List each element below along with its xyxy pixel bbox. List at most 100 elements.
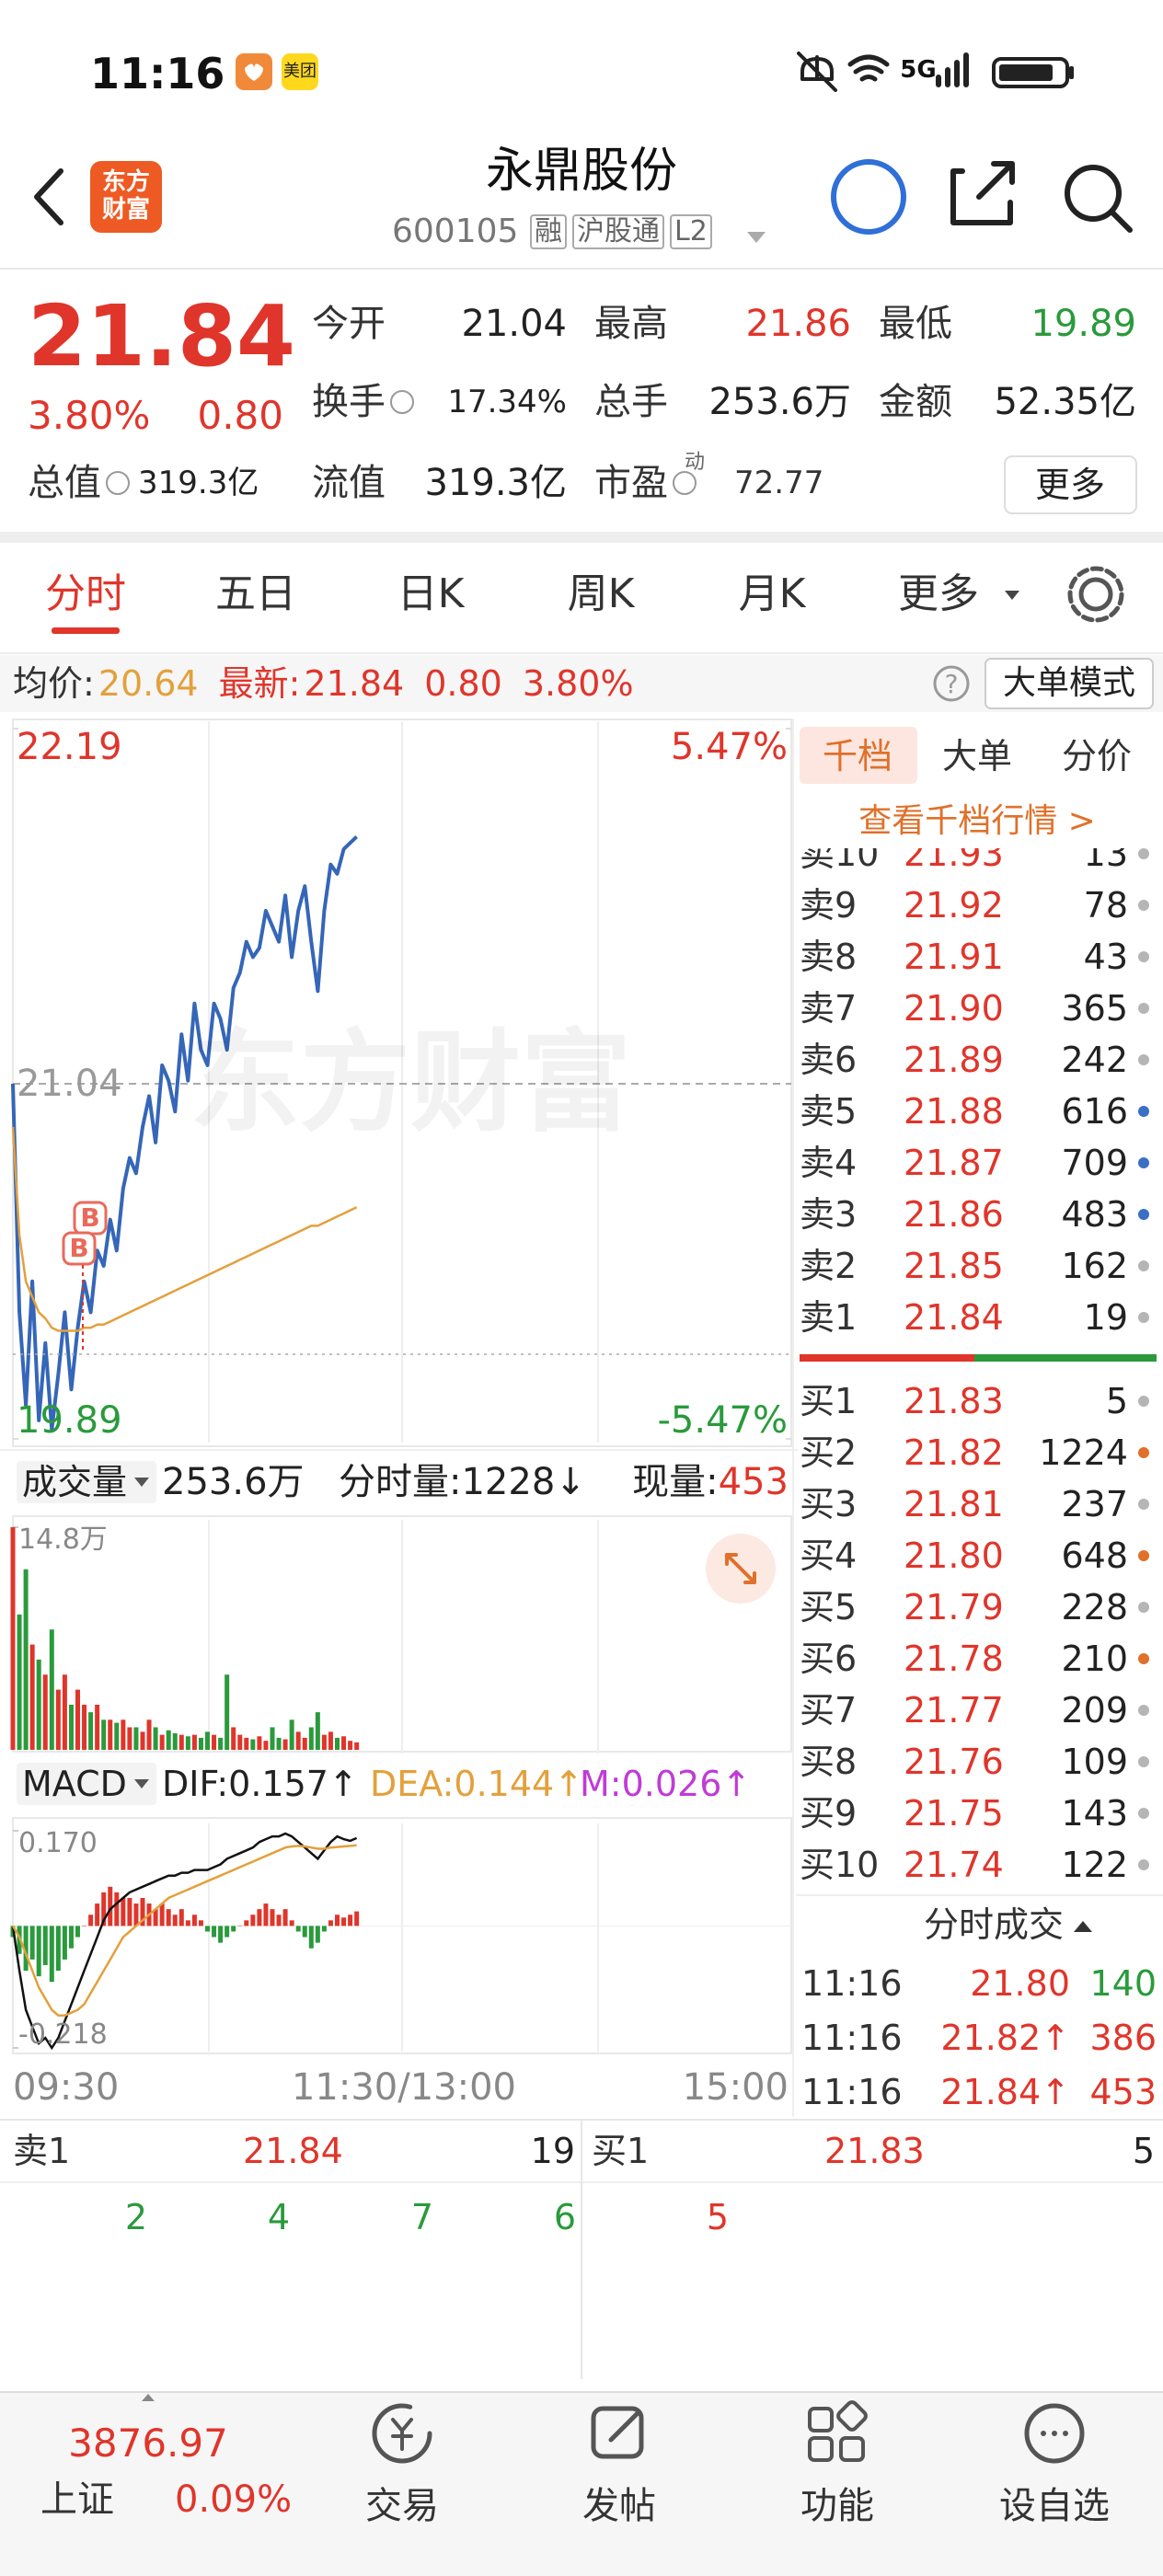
index-value[interactable]: 3876.97 — [68, 2421, 228, 2466]
nav-item[interactable]: 发帖 — [582, 2485, 656, 2527]
help-text[interactable]: ? — [944, 669, 959, 699]
more-button[interactable] — [1004, 455, 1137, 514]
level-price: 21.89 — [904, 1040, 1004, 1080]
level-label: 买9 — [800, 1793, 858, 1834]
field-label: 最高 — [594, 303, 668, 345]
bar — [88, 1712, 94, 1750]
settings-button[interactable] — [1078, 577, 1113, 612]
bar — [321, 1734, 327, 1750]
trade-price: 21.84↑ — [940, 2072, 1070, 2112]
bar — [237, 1734, 243, 1750]
nav-item[interactable]: 设自选 — [999, 2485, 1110, 2527]
field-label: 总手 — [594, 381, 668, 423]
level-price: 21.87 — [904, 1143, 1004, 1183]
bar — [95, 1704, 100, 1750]
bar — [302, 1926, 307, 1938]
ai-button[interactable] — [831, 159, 906, 235]
bar — [212, 1734, 217, 1750]
mode-button[interactable]: 大单模式 — [1002, 664, 1136, 702]
level-label: 买3 — [800, 1484, 858, 1524]
bar — [354, 1911, 360, 1926]
indicator-label[interactable]: MACD — [22, 1764, 127, 1804]
trade-time: 11:16 — [801, 2018, 903, 2058]
field-value: 21.86 — [745, 303, 851, 345]
y-tick-label: 0.170 — [18, 1827, 98, 1859]
more-button[interactable]: 更多 — [1034, 465, 1106, 505]
bar — [191, 1915, 197, 1926]
bar — [212, 1926, 217, 1938]
mode-button[interactable] — [985, 658, 1154, 709]
level-dot — [1138, 1808, 1149, 1819]
bar — [270, 1909, 275, 1926]
indicator-line — [11, 1832, 358, 2051]
nav-item[interactable]: 功能 — [800, 2485, 874, 2527]
period-tab[interactable]: 五日 — [215, 570, 296, 617]
book-tab[interactable]: 大单 — [941, 736, 1013, 776]
bar — [23, 1569, 29, 1750]
macd-selector[interactable] — [17, 1763, 156, 1805]
y-tick-label: -0.218 — [18, 2018, 108, 2051]
summary-latest-label: 最新: — [218, 663, 301, 704]
post-icon[interactable] — [591, 2406, 644, 2459]
bar — [29, 1926, 35, 1960]
bar — [75, 1926, 80, 1938]
nav-item[interactable]: 交易 — [365, 2485, 439, 2527]
level-volume: 237 — [1061, 1484, 1128, 1524]
bar — [49, 1629, 54, 1750]
period-tab[interactable]: 日K — [397, 570, 465, 617]
dropdown-arrow[interactable] — [747, 232, 766, 243]
period-tab[interactable]: 更多 — [898, 570, 979, 617]
bar — [108, 1719, 113, 1750]
bar — [315, 1926, 320, 1943]
period-tab[interactable]: 月K — [738, 570, 806, 617]
level-dot — [1138, 1705, 1149, 1716]
index-change: 0.09% — [175, 2478, 293, 2521]
buy-price: 21.83 — [824, 2131, 925, 2171]
level-dot — [1138, 1859, 1149, 1870]
share-button[interactable] — [950, 161, 1015, 225]
bar — [95, 1903, 100, 1926]
back-button[interactable] — [34, 168, 63, 225]
level-volume: 616 — [1061, 1091, 1128, 1132]
trade-time: 11:16 — [801, 1963, 903, 2004]
trade-icon[interactable] — [372, 2403, 432, 2464]
bar — [178, 1909, 184, 1926]
level-volume: 483 — [1061, 1194, 1128, 1235]
decor — [0, 52, 1163, 2576]
function-icon[interactable] — [808, 2407, 834, 2432]
trade-volume: 386 — [1089, 2018, 1157, 2058]
period-tab[interactable]: 周K — [567, 570, 635, 617]
level-price: 21.78 — [904, 1639, 1004, 1679]
level-dot — [1138, 1550, 1149, 1561]
sell-volume: 19 — [530, 2131, 575, 2171]
indicator-label[interactable]: 成交量 — [22, 1462, 128, 1502]
bar — [68, 1926, 74, 1949]
book-link[interactable]: 查看千档行情 > — [858, 802, 1096, 840]
volume-selector[interactable] — [17, 1461, 156, 1503]
watchlist-icon[interactable] — [1024, 2403, 1085, 2464]
book-tab[interactable]: 分价 — [1061, 736, 1133, 776]
last-price: 21.84 — [28, 287, 296, 385]
bar — [308, 1727, 314, 1750]
bar — [270, 1727, 275, 1750]
bar — [218, 1737, 224, 1750]
buy-label: 买1 — [592, 2131, 650, 2171]
bar — [146, 1719, 152, 1750]
period-tab[interactable]: 分时 — [45, 570, 126, 617]
trades-title[interactable]: 分时成交 — [923, 1904, 1065, 1945]
level-price: 21.92 — [904, 885, 1004, 926]
level-dot — [1138, 1054, 1149, 1065]
tab-active-bg — [800, 727, 917, 784]
bar — [140, 1731, 145, 1750]
bar — [348, 1915, 353, 1926]
level-dot — [1138, 1396, 1149, 1407]
level-volume: 1224 — [1039, 1432, 1128, 1473]
buy-volume: 5 — [1132, 2131, 1155, 2171]
book-tab[interactable]: 千档 — [822, 736, 893, 776]
bar — [114, 1892, 120, 1926]
search-button[interactable] — [1065, 165, 1122, 222]
help-button[interactable] — [933, 665, 970, 702]
level-price: 21.93 — [904, 848, 1004, 874]
trade-price: 21.82↑ — [940, 2018, 1070, 2058]
bar — [315, 1712, 320, 1750]
